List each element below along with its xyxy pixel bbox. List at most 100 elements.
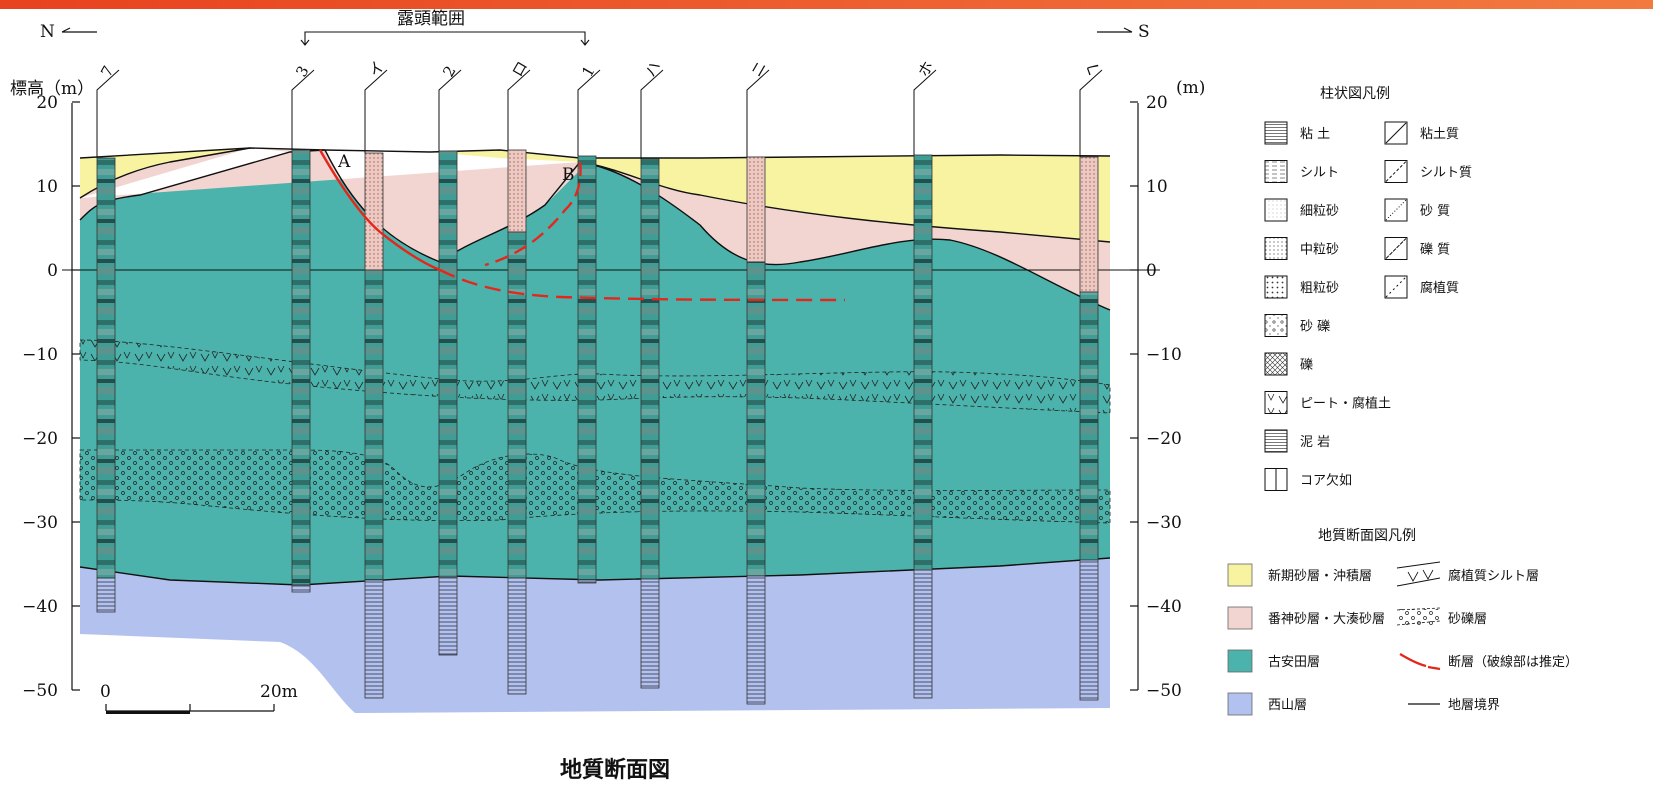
right-tick-label: −40 [1146,597,1182,617]
columnar-legend-item: 泥 岩 [1264,429,1330,453]
columnar-legend-item: 砂 質 [1384,198,1450,222]
left-tick-label: −30 [22,513,58,533]
section-legend-item: 番神砂層・大湊砂層 [1227,606,1385,630]
right-elevation-axis: 20 10 0 −10 −20 −30 −40 −50 [1130,93,1182,701]
columnar-legend-label: シルト質 [1420,166,1472,181]
columnar-legend-label: 礫 質 [1420,242,1450,258]
section-legend-title: 地質断面図凡例 [1318,528,1416,544]
columnar-legend-item: 礫 質 [1384,237,1450,260]
columnar-legend-label: 粘土質 [1420,127,1459,142]
columnar-legend-item: 粘土質 [1384,121,1459,145]
left-tick-label: −10 [22,345,58,365]
section-legend-item: 地層境界 [1408,698,1500,713]
borehole-label: 2 [439,63,459,80]
borehole-columns: 7 3 イ 2 ロ 1 ハ ニ ホ ヘ [96,58,1103,705]
section-legend-label: 西山層 [1268,698,1307,713]
north-arrow-icon [61,27,97,33]
right-tick-label: −20 [1146,429,1182,449]
columnar-legend-item: 粗粒砂 [1264,275,1339,299]
columnar-legend-item: シルト [1264,160,1339,183]
columnar-legend-label: 腐植質 [1420,281,1459,296]
scale-bar [105,704,275,714]
columnar-legend-label: ピート・腐植土 [1300,397,1391,412]
left-tick-label: 20 [36,93,58,113]
columnar-legend-item: 粘 土 [1264,121,1330,145]
borehole-5: ロ [507,58,531,695]
columnar-legend-item: コア欠如 [1264,468,1352,491]
outcrop-range-label: 露頭範囲 [397,9,465,29]
borehole-3: イ [364,58,388,699]
section-legend-label: 断層（破線部は推定） [1448,654,1578,670]
nishiyama-layer [80,558,1110,713]
south-arrow-icon [1097,27,1133,33]
columnar-legend-item: 中粒砂 [1264,237,1339,260]
left-axis-title: 標高（m） [10,79,94,99]
right-tick-label: 20 [1146,93,1168,113]
right-tick-label: 0 [1146,261,1157,281]
borehole-label: 3 [292,63,312,80]
borehole-label: ハ [641,58,664,80]
columnar-legend-label: 粗粒砂 [1300,281,1339,296]
columnar-legend-label: コア欠如 [1300,473,1352,489]
south-label: S [1138,22,1150,42]
borehole-10: ヘ [1079,58,1103,701]
scale-start-label: 0 [100,682,111,702]
geological-cross-section: 7 3 イ 2 ロ 1 ハ ニ ホ ヘ A B 20 10 0 −10 −20 −30 −40 −50 20 10… [10,9,1578,716]
section-legend-item: 新期砂層・沖積層 [1227,563,1372,587]
columnar-legend-label: 粘 土 [1300,127,1330,142]
right-tick-label: −30 [1146,513,1182,533]
columnar-legend-label: 細粒砂 [1300,204,1339,219]
left-tick-label: 10 [36,177,58,197]
left-tick-label: −20 [22,429,58,449]
top-accent-bar [0,0,1653,9]
left-elevation-axis: 20 10 0 −10 −20 −30 −40 −50 [22,93,80,701]
fault-lines [318,149,846,302]
right-tick-label: −50 [1146,681,1182,701]
columnar-legend-item: 腐植質 [1384,275,1459,299]
left-tick-label: −50 [22,681,58,701]
outcrop-range-bracket [300,31,590,46]
borehole-label: イ [365,58,388,80]
figure-caption: 地質断面図 [559,758,670,783]
right-tick-label: 10 [1146,177,1168,197]
borehole-label: ニ [747,58,770,80]
right-axis-title: (m) [1176,78,1205,98]
columnar-legend-label: 砂 質 [1420,204,1450,219]
columnar-legend-item: 礫 [1264,352,1313,376]
columnar-legend-item: 砂 礫 [1264,314,1330,337]
left-tick-label: −40 [22,597,58,617]
section-legend-item: 西山層 [1227,692,1307,716]
section-legend-label: 砂礫層 [1448,611,1487,627]
scale-end-label: 20m [260,682,298,702]
section-legend-label: 地層境界 [1448,698,1500,713]
section-legend-label: 番神砂層・大湊砂層 [1268,612,1385,627]
borehole-label: 7 [97,63,117,80]
columnar-legend-label: 泥 岩 [1300,435,1330,450]
right-tick-label: −10 [1146,345,1182,365]
columnar-legend-title: 柱状図凡例 [1320,86,1390,102]
fault-label-b: B [562,165,575,185]
columnar-legend-label: 礫 [1300,357,1313,373]
columnar-legend-item: ピート・腐植土 [1264,391,1391,414]
section-legend-item: 腐植質シルト層 [1396,561,1539,587]
columnar-legend-item: シルト質 [1384,160,1472,183]
borehole-label: 1 [578,63,598,80]
borehole-9: ホ [913,58,937,699]
fault-label-a: A [337,152,351,172]
columnar-legend-label: 砂 礫 [1300,319,1330,335]
columnar-legend-label: シルト [1300,166,1339,181]
section-legend-label: 新期砂層・沖積層 [1268,568,1372,584]
columnar-legend-label: 中粒砂 [1300,243,1339,258]
left-tick-label: 0 [47,261,58,281]
section-legend-item: 砂礫層 [1396,607,1487,627]
section-legend-item: 古安田層 [1227,649,1320,673]
north-label: N [40,22,55,42]
section-legend-label: 腐植質シルト層 [1448,569,1539,584]
columnar-legend-item: 細粒砂 [1264,198,1339,222]
section-legend-item: 断層（破線部は推定） [1399,653,1578,671]
borehole-label: ホ [914,58,937,80]
borehole-label: ロ [508,58,531,80]
section-legend-label: 古安田層 [1268,655,1320,670]
